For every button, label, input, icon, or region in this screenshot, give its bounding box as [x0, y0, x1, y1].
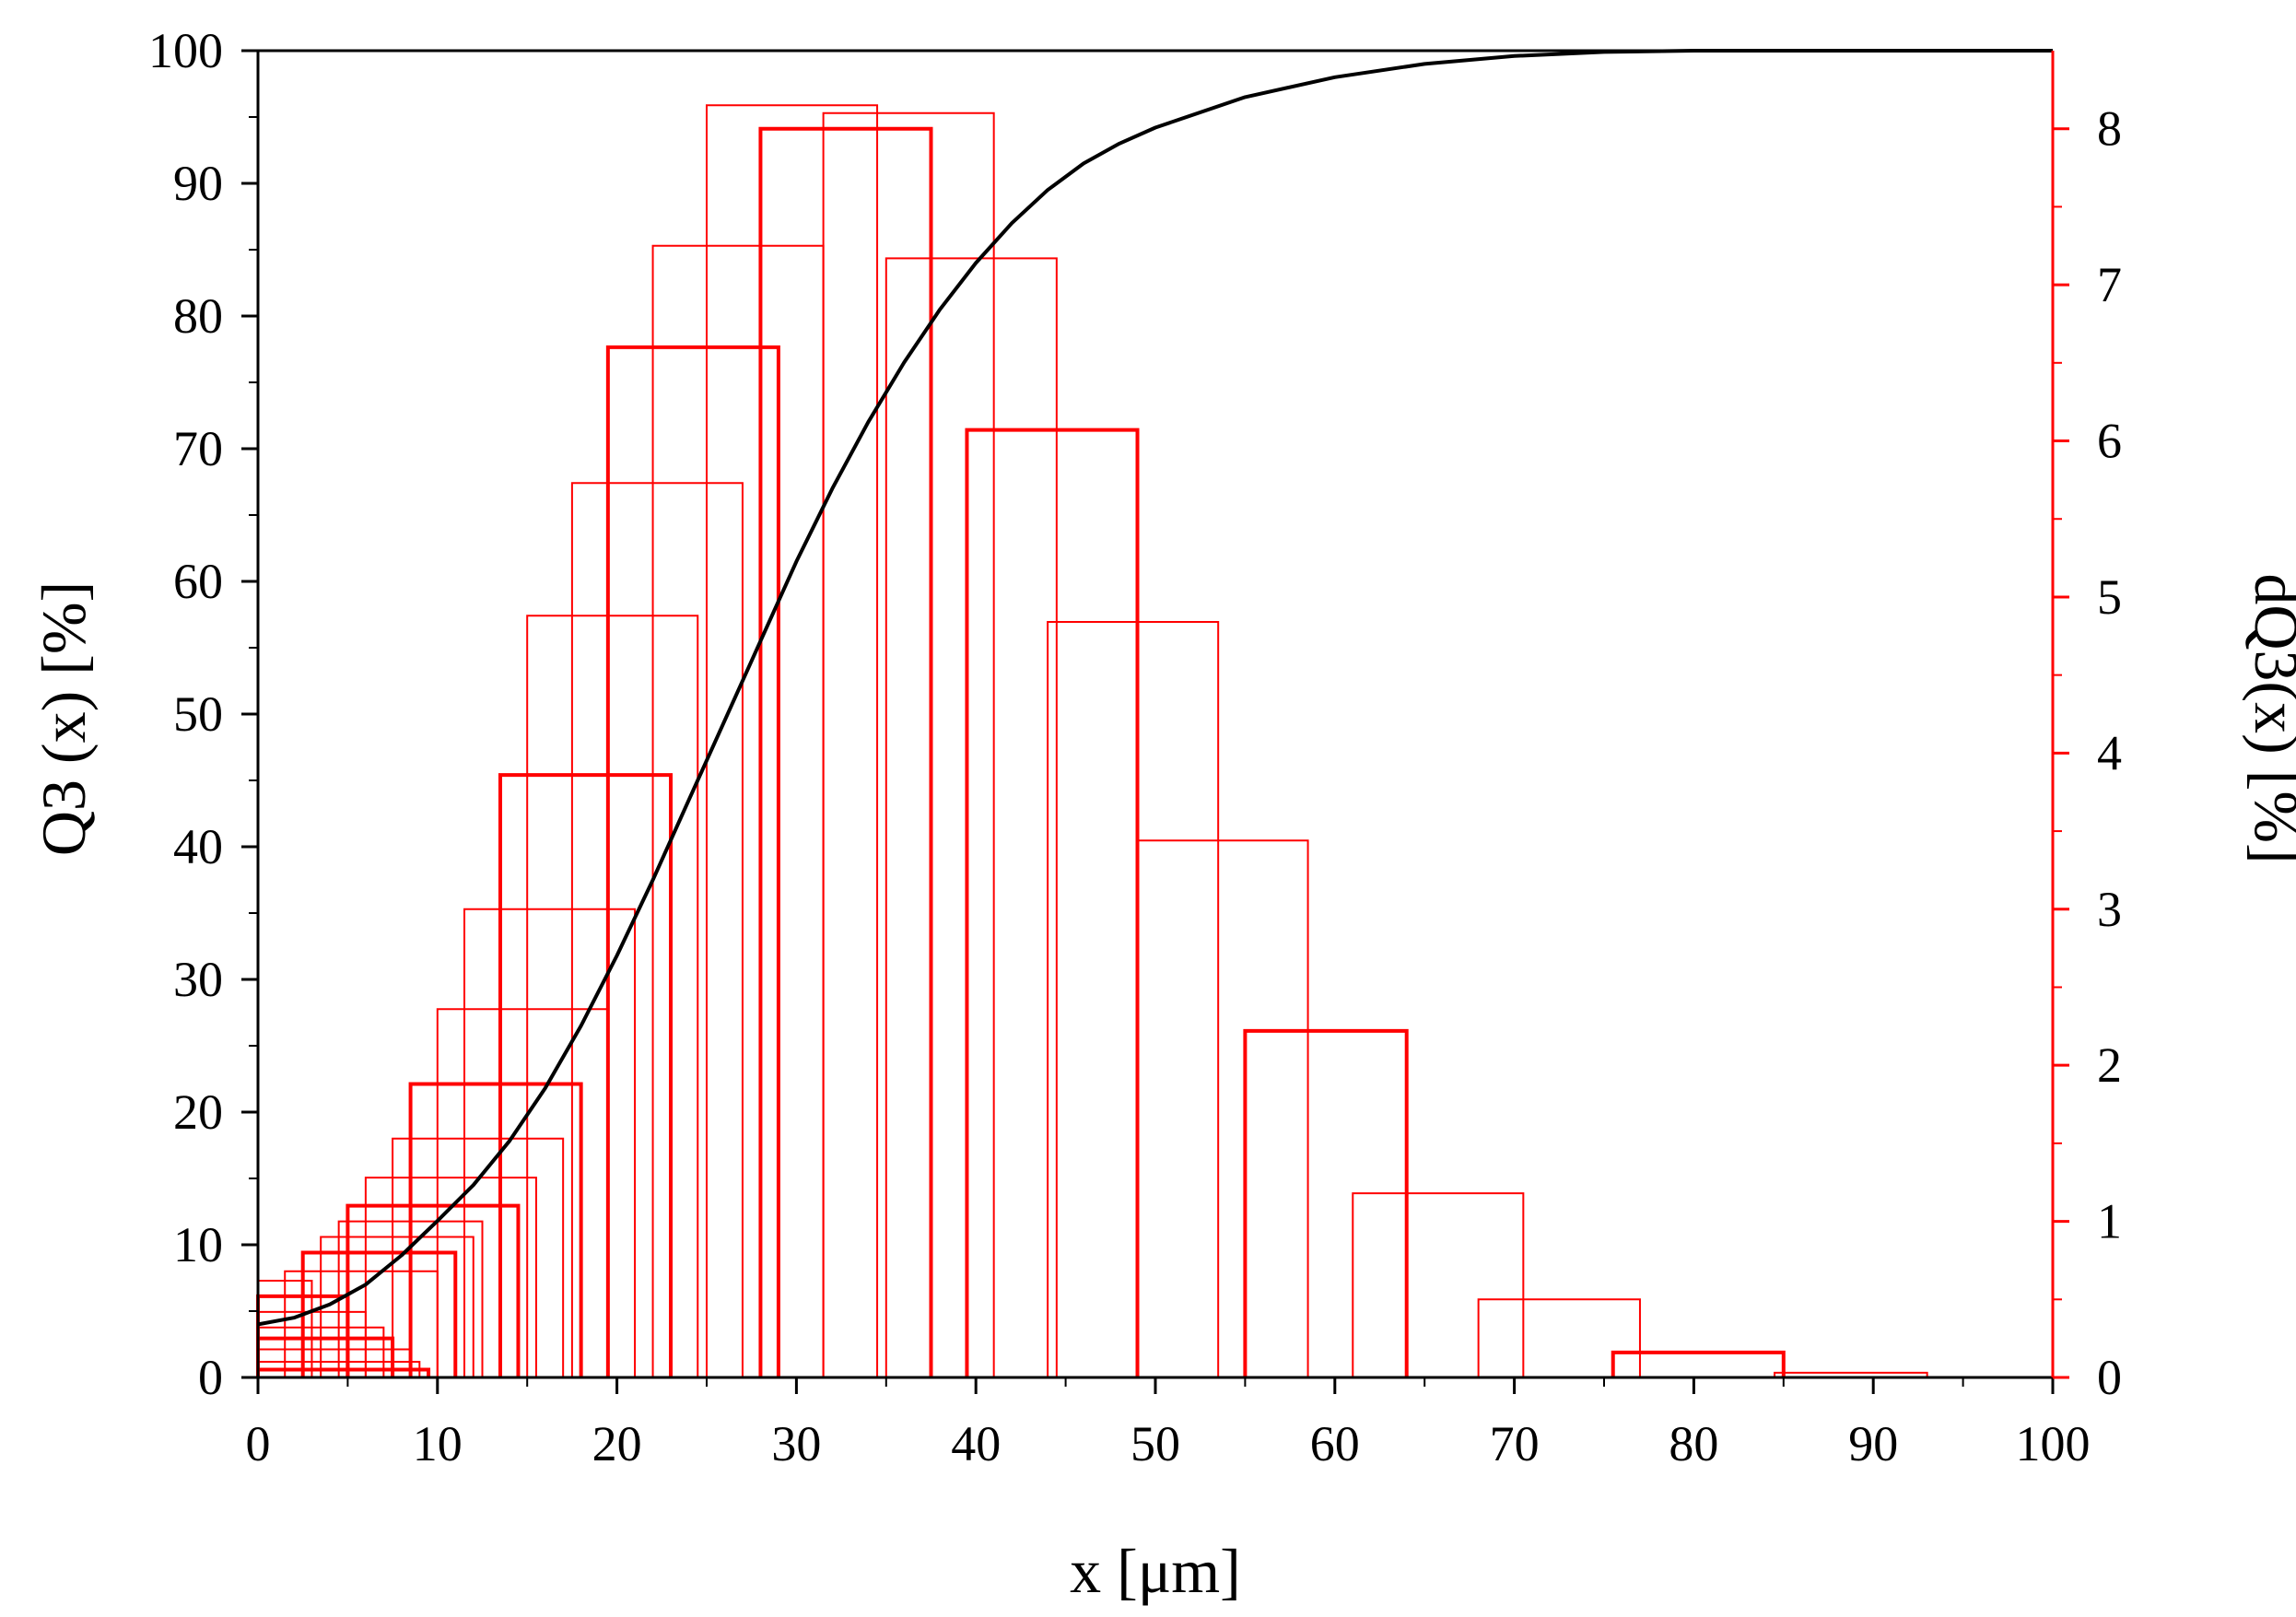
histogram-bin: [1047, 621, 1220, 1377]
cumulative-curve: [257, 49, 2053, 1327]
histogram-bin: [651, 244, 825, 1377]
y-tick-label: 50: [173, 686, 223, 742]
y2-tick-label: 4: [2097, 725, 2122, 780]
histogram-bin: [392, 1137, 565, 1377]
histogram-bin: [758, 126, 933, 1377]
x-tick-label: 100: [2016, 1416, 2091, 1471]
histogram-bin: [257, 1348, 412, 1377]
histogram-bin: [526, 615, 699, 1377]
histogram-bin: [965, 428, 1140, 1377]
histogram-bin: [706, 104, 879, 1377]
histogram-bin: [1243, 1028, 1409, 1377]
y2-tick-label: 1: [2097, 1194, 2122, 1249]
x-axis-title: x [μm]: [1070, 1536, 1241, 1606]
x-tick-label: 90: [1848, 1416, 1898, 1471]
histogram-bin: [364, 1177, 537, 1377]
x-tick-label: 50: [1130, 1416, 1180, 1471]
x-tick-label: 20: [592, 1416, 642, 1471]
y2-tick-label: 3: [2097, 882, 2122, 937]
y2-tick-label: 7: [2097, 257, 2122, 312]
y2-tick-label: 8: [2097, 101, 2122, 157]
y2-tick-label: 5: [2097, 569, 2122, 625]
y-tick-label: 70: [173, 421, 223, 476]
x-tick-label: 70: [1490, 1416, 1540, 1471]
y2-tick-label: 6: [2097, 414, 2122, 469]
y-tick-label: 0: [198, 1350, 223, 1405]
histogram-bin: [822, 111, 995, 1377]
x-tick-label: 60: [1310, 1416, 1360, 1471]
curve-layer: [257, 49, 2053, 1327]
y-tick-label: 60: [173, 554, 223, 609]
histogram-bin: [1352, 1192, 1525, 1377]
histogram-bin: [498, 773, 674, 1377]
histogram-bin: [256, 1336, 395, 1377]
histogram-bin: [1611, 1350, 1786, 1377]
y2-axis-title: dQ3(x) [%]: [2242, 573, 2296, 863]
histogram-bin: [570, 482, 744, 1377]
histogram-bin: [346, 1203, 521, 1377]
histogram-bin: [605, 345, 780, 1377]
x-tick-label: 80: [1669, 1416, 1718, 1471]
x-tick-label: 10: [413, 1416, 463, 1471]
y-tick-label: 30: [173, 952, 223, 1007]
y-tick-label: 100: [148, 23, 223, 78]
histogram-bin: [1477, 1298, 1641, 1377]
y-axis-title: Q3 (x) [%]: [29, 581, 99, 856]
histogram-layer: [256, 104, 2053, 1378]
y-tick-label: 80: [173, 288, 223, 344]
y2-tick-label: 0: [2097, 1350, 2122, 1405]
y2-tick-label: 2: [2097, 1037, 2122, 1093]
y-tick-label: 40: [173, 819, 223, 874]
x-tick-label: 30: [771, 1416, 821, 1471]
y-tick-label: 20: [173, 1084, 223, 1140]
x-tick-label: 0: [246, 1416, 271, 1471]
y-tick-label: 90: [173, 156, 223, 211]
y-tick-label: 10: [173, 1217, 223, 1272]
histogram-bin: [884, 257, 1058, 1377]
histogram-bin: [463, 908, 637, 1377]
histogram-bin: [1136, 839, 1309, 1377]
histogram-bin: [408, 1082, 583, 1377]
histogram-bin: [1774, 1371, 1928, 1377]
x-tick-label: 40: [951, 1416, 1001, 1471]
axes-layer: 0 10 20 30 40 50 60 70 80 90 100010203040506070809…: [148, 23, 2122, 1471]
